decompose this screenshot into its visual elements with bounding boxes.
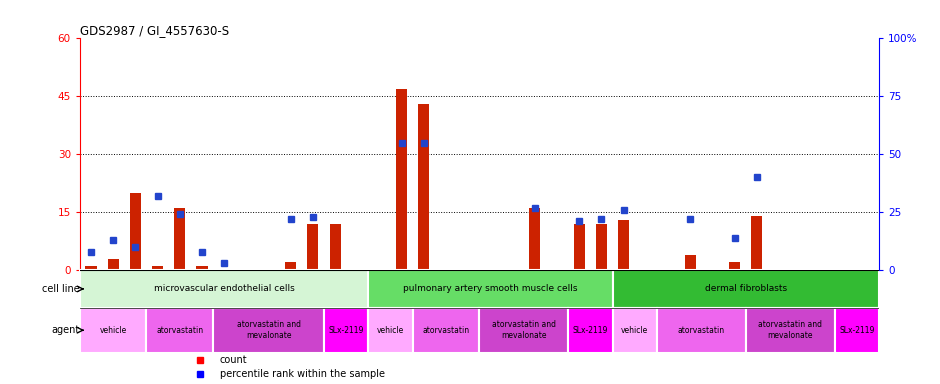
Bar: [479, 308, 568, 353]
Text: SLx-2119: SLx-2119: [329, 326, 364, 335]
Text: cell line: cell line: [42, 284, 80, 294]
Bar: [413, 308, 479, 353]
Bar: [285, 262, 296, 270]
Bar: [80, 270, 368, 308]
Text: SLx-2119: SLx-2119: [839, 326, 874, 335]
Bar: [368, 308, 413, 353]
Text: atorvastatin and
mevalonate: atorvastatin and mevalonate: [237, 321, 301, 340]
Text: dermal fibroblasts: dermal fibroblasts: [705, 285, 787, 293]
Text: atorvastatin: atorvastatin: [678, 326, 725, 335]
Bar: [196, 266, 208, 270]
Text: percentile rank within the sample: percentile rank within the sample: [220, 369, 384, 379]
Bar: [684, 255, 696, 270]
Text: GDS2987 / GI_4557630-S: GDS2987 / GI_4557630-S: [80, 24, 229, 37]
Text: count: count: [220, 355, 247, 365]
Bar: [80, 308, 147, 353]
Bar: [657, 308, 745, 353]
Bar: [596, 224, 607, 270]
Bar: [418, 104, 430, 270]
Text: atorvastatin: atorvastatin: [156, 326, 203, 335]
Bar: [573, 224, 585, 270]
Bar: [152, 266, 164, 270]
Text: atorvastatin: atorvastatin: [423, 326, 470, 335]
Bar: [396, 89, 407, 270]
Bar: [368, 270, 613, 308]
Text: atorvastatin and
mevalonate: atorvastatin and mevalonate: [759, 321, 822, 340]
Text: vehicle: vehicle: [621, 326, 649, 335]
Text: pulmonary artery smooth muscle cells: pulmonary artery smooth muscle cells: [403, 285, 578, 293]
Bar: [729, 262, 740, 270]
Bar: [529, 208, 540, 270]
Bar: [835, 308, 879, 353]
Bar: [751, 216, 762, 270]
Bar: [745, 308, 835, 353]
Text: agent: agent: [52, 325, 80, 335]
Text: vehicle: vehicle: [377, 326, 404, 335]
Bar: [86, 266, 97, 270]
Bar: [108, 258, 118, 270]
Text: vehicle: vehicle: [100, 326, 127, 335]
Bar: [147, 308, 213, 353]
Bar: [130, 193, 141, 270]
Bar: [330, 224, 340, 270]
Bar: [324, 308, 368, 353]
Bar: [213, 308, 324, 353]
Bar: [619, 220, 629, 270]
Bar: [174, 208, 185, 270]
Bar: [613, 270, 879, 308]
Text: SLx-2119: SLx-2119: [572, 326, 608, 335]
Bar: [307, 224, 319, 270]
Bar: [613, 308, 657, 353]
Bar: [568, 308, 613, 353]
Text: atorvastatin and
mevalonate: atorvastatin and mevalonate: [492, 321, 556, 340]
Text: microvascular endothelial cells: microvascular endothelial cells: [154, 285, 294, 293]
